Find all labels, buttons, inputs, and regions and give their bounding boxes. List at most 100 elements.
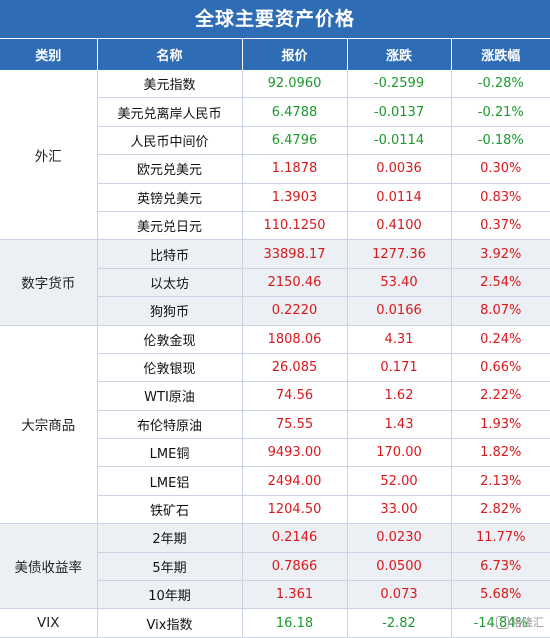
table-row: 美债收益率 2年期 0.2146 0.0230 11.77% xyxy=(0,523,550,610)
table-row: LME铜 9493.00 170.00 1.82% xyxy=(0,438,550,468)
asset-table: 类别 名称 报价 涨跌 涨跌幅 外汇 美元指数 92.0960 -0.2599 -0.2… xyxy=(0,38,550,638)
table-row: 5年期 0.7866 0.0500 6.73% xyxy=(0,552,550,582)
change-cell: -0.2599 xyxy=(347,70,452,99)
price-cell: 1808.06 xyxy=(242,325,348,354)
change-pct-cell: 1.82% xyxy=(451,438,550,468)
watermark-logo-icon xyxy=(496,615,509,629)
change-pct-cell: 0.30% xyxy=(451,154,550,184)
change-cell: 1.62 xyxy=(347,381,452,411)
change-pct-cell: 11.77% xyxy=(451,523,550,553)
change-cell: 0.073 xyxy=(347,580,452,610)
price-cell: 26.085 xyxy=(242,353,348,383)
table-row: 以太坊 2150.46 53.40 2.54% xyxy=(0,268,550,298)
price-cell: 74.56 xyxy=(242,381,348,411)
price-cell: 33898.17 xyxy=(242,239,348,269)
name-cell: 狗狗币 xyxy=(97,296,243,326)
table-row: 美元兑离岸人民币 6.4788 -0.0137 -0.21% xyxy=(0,97,550,127)
table-row: 布伦特原油 75.55 1.43 1.93% xyxy=(0,410,550,440)
name-cell: 人民币中间价 xyxy=(97,126,243,156)
price-cell: 0.2146 xyxy=(242,523,348,553)
category-cell: 外汇 xyxy=(0,70,98,241)
change-cell: 0.0166 xyxy=(347,296,452,326)
change-cell: 0.0114 xyxy=(347,183,452,212)
change-pct-cell: 1.93% xyxy=(451,410,550,440)
table-row: 大宗商品 伦敦金现 1808.06 4.31 0.24% xyxy=(0,325,550,525)
watermark-text: 格隆汇 xyxy=(511,616,544,629)
change-cell: -0.0114 xyxy=(347,126,452,156)
change-cell: 4.31 xyxy=(347,325,452,354)
change-cell: 0.0500 xyxy=(347,552,452,582)
change-pct-cell: 2.82% xyxy=(451,495,550,525)
name-cell: WTI原油 xyxy=(97,381,243,411)
name-cell: 10年期 xyxy=(97,580,243,610)
change-cell: 53.40 xyxy=(347,268,452,298)
price-cell: 1.1878 xyxy=(242,154,348,184)
table-body: 外汇 美元指数 92.0960 -0.2599 -0.28% 美元兑离岸人民币 6.4788… xyxy=(0,70,550,638)
name-cell: 英镑兑美元 xyxy=(97,183,243,212)
price-cell: 9493.00 xyxy=(242,438,348,468)
name-cell: 以太坊 xyxy=(97,268,243,298)
name-cell: 铁矿石 xyxy=(97,495,243,525)
name-cell: 美元兑离岸人民币 xyxy=(97,97,243,127)
change-cell: -0.0137 xyxy=(347,97,452,127)
change-pct-cell: 0.24% xyxy=(451,325,550,354)
change-pct-cell: -0.28% xyxy=(451,70,550,99)
change-pct-cell: 2.13% xyxy=(451,466,550,496)
price-cell: 6.4788 xyxy=(242,97,348,127)
header-row: 类别 名称 报价 涨跌 涨跌幅 xyxy=(0,38,550,70)
table-row: WTI原油 74.56 1.62 2.22% xyxy=(0,381,550,411)
change-cell: -2.82 xyxy=(347,608,452,638)
category-cell: VIX xyxy=(0,608,98,638)
change-cell: 33.00 xyxy=(347,495,452,525)
change-cell: 52.00 xyxy=(347,466,452,496)
name-cell: 2年期 xyxy=(97,523,243,553)
change-cell: 0.0036 xyxy=(347,154,452,184)
change-pct-cell: 0.66% xyxy=(451,353,550,383)
table-row: 欧元兑美元 1.1878 0.0036 0.30% xyxy=(0,154,550,184)
name-cell: LME铝 xyxy=(97,466,243,496)
category-cell: 大宗商品 xyxy=(0,325,98,525)
table-row: LME铝 2494.00 52.00 2.13% xyxy=(0,466,550,496)
table-row: 铁矿石 1204.50 33.00 2.82% xyxy=(0,495,550,525)
table-row: 美元兑日元 110.1250 0.4100 0.37% xyxy=(0,211,550,241)
price-cell: 1.361 xyxy=(242,580,348,610)
name-cell: 美元指数 xyxy=(97,70,243,99)
name-cell: Vix指数 xyxy=(97,608,243,638)
change-pct-cell: 2.54% xyxy=(451,268,550,298)
price-cell: 2494.00 xyxy=(242,466,348,496)
price-cell: 75.55 xyxy=(242,410,348,440)
name-cell: 5年期 xyxy=(97,552,243,582)
price-cell: 0.2220 xyxy=(242,296,348,326)
category-cell: 数字货币 xyxy=(0,239,98,326)
table-row: 10年期 1.361 0.073 5.68% xyxy=(0,580,550,610)
change-pct-cell: 5.68% xyxy=(451,580,550,610)
price-cell: 2150.46 xyxy=(242,268,348,298)
header-price: 报价 xyxy=(242,38,348,70)
change-pct-cell: -0.21% xyxy=(451,97,550,127)
name-cell: 伦敦银现 xyxy=(97,353,243,383)
price-cell: 6.4796 xyxy=(242,126,348,156)
price-cell: 92.0960 xyxy=(242,70,348,99)
price-cell: 1204.50 xyxy=(242,495,348,525)
category-cell: 美债收益率 xyxy=(0,523,98,610)
name-cell: 伦敦金现 xyxy=(97,325,243,354)
change-pct-cell: 3.92% xyxy=(451,239,550,269)
table-row: 英镑兑美元 1.3903 0.0114 0.83% xyxy=(0,183,550,212)
change-cell: 0.171 xyxy=(347,353,452,383)
change-cell: 1.43 xyxy=(347,410,452,440)
name-cell: 布伦特原油 xyxy=(97,410,243,440)
name-cell: LME铜 xyxy=(97,438,243,468)
change-pct-cell: 0.37% xyxy=(451,211,550,241)
change-pct-cell: -0.18% xyxy=(451,126,550,156)
name-cell: 欧元兑美元 xyxy=(97,154,243,184)
table-row: VIX Vix指数 16.18 -2.82 -14.84% xyxy=(0,608,550,638)
table-row: 狗狗币 0.2220 0.0166 8.07% xyxy=(0,296,550,326)
price-cell: 110.1250 xyxy=(242,211,348,241)
table-row: 数字货币 比特币 33898.17 1277.36 3.92% xyxy=(0,239,550,326)
change-cell: 0.0230 xyxy=(347,523,452,553)
table-row: 人民币中间价 6.4796 -0.0114 -0.18% xyxy=(0,126,550,156)
change-cell: 0.4100 xyxy=(347,211,452,241)
price-cell: 1.3903 xyxy=(242,183,348,212)
change-cell: 170.00 xyxy=(347,438,452,468)
